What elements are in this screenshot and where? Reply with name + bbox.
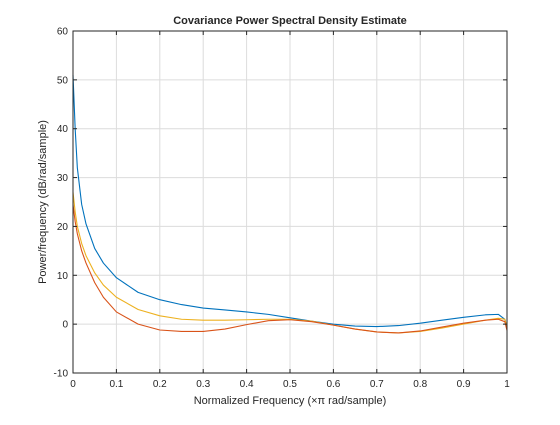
series-line-3 (72, 204, 508, 334)
y-tick-label-0: -10 (54, 369, 69, 380)
x-tick-label-7: 0.7 (370, 379, 384, 390)
x-tick-label-2: 0.2 (153, 379, 167, 390)
x-tick-label-8: 0.8 (413, 379, 427, 390)
x-tick-label-3: 0.3 (196, 379, 210, 390)
x-tick-label-4: 0.4 (240, 379, 254, 390)
axes (72, 30, 508, 374)
y-tick-label-3: 20 (57, 222, 69, 233)
x-tick-label-5: 0.5 (283, 379, 297, 390)
y-tick-label-1: 0 (62, 320, 68, 331)
y-tick-label-4: 30 (57, 173, 69, 184)
y-tick-label-2: 10 (57, 271, 69, 282)
y-tick-label-5: 40 (57, 124, 69, 135)
chart-title: Covariance Power Spectral Density Estima… (173, 15, 407, 27)
y-axis-label: Power/frequency (dB/rad/sample) (37, 120, 49, 284)
x-axis-label: Normalized Frequency (×π rad/sample) (194, 395, 387, 407)
series-line-1 (72, 74, 508, 330)
x-tick-label-0: 0 (70, 379, 76, 390)
series-line-2 (72, 192, 508, 334)
x-tick-labels: 0 0.1 0.2 0.3 0.4 0.5 0.6 0.7 0.8 0.9 1 (70, 379, 510, 390)
y-tick-labels: -10 0 10 20 30 40 50 60 (54, 27, 69, 380)
x-tick-label-9: 0.9 (457, 379, 471, 390)
x-tick-label-10: 1 (504, 379, 510, 390)
y-tick-label-6: 50 (57, 75, 69, 86)
x-tick-label-1: 0.1 (109, 379, 123, 390)
x-tick-label-6: 0.6 (326, 379, 340, 390)
y-tick-label-7: 60 (57, 27, 69, 38)
series-lines (72, 74, 508, 334)
